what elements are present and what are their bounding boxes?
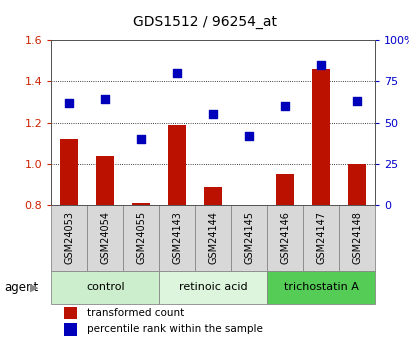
Bar bbox=[240, 206, 258, 207]
Bar bbox=[159, 271, 267, 304]
Text: control: control bbox=[86, 282, 124, 292]
Text: GSM24148: GSM24148 bbox=[351, 211, 361, 264]
Text: ▶: ▶ bbox=[29, 282, 38, 292]
Bar bbox=[87, 206, 123, 271]
Text: transformed count: transformed count bbox=[87, 308, 184, 318]
Text: GSM24147: GSM24147 bbox=[315, 211, 326, 264]
Point bbox=[209, 111, 216, 117]
Text: trichostatin A: trichostatin A bbox=[283, 282, 358, 292]
Bar bbox=[51, 271, 159, 304]
Bar bbox=[204, 187, 222, 206]
Bar bbox=[267, 271, 374, 304]
Bar bbox=[51, 206, 87, 271]
Point bbox=[245, 133, 252, 139]
Bar bbox=[276, 174, 294, 206]
Text: GDS1512 / 96254_at: GDS1512 / 96254_at bbox=[133, 15, 276, 29]
Text: GSM24055: GSM24055 bbox=[136, 211, 146, 264]
Text: GSM24145: GSM24145 bbox=[244, 211, 254, 264]
Bar bbox=[159, 206, 195, 271]
Bar bbox=[302, 206, 338, 271]
Text: GSM24143: GSM24143 bbox=[172, 211, 182, 264]
Bar bbox=[231, 206, 267, 271]
Text: percentile rank within the sample: percentile rank within the sample bbox=[87, 324, 262, 334]
Point bbox=[102, 97, 108, 102]
Bar bbox=[123, 206, 159, 271]
Bar bbox=[96, 156, 114, 206]
Point bbox=[353, 98, 360, 104]
Text: GSM24053: GSM24053 bbox=[64, 211, 74, 264]
Bar bbox=[338, 206, 374, 271]
Text: GSM24054: GSM24054 bbox=[100, 211, 110, 264]
Bar bbox=[60, 139, 78, 206]
Bar bbox=[195, 206, 231, 271]
Bar bbox=[64, 307, 77, 319]
Text: retinoic acid: retinoic acid bbox=[178, 282, 247, 292]
Point bbox=[137, 136, 144, 142]
Text: agent: agent bbox=[4, 281, 38, 294]
Point bbox=[317, 62, 324, 67]
Bar bbox=[347, 164, 365, 206]
Bar bbox=[267, 206, 302, 271]
Point bbox=[173, 70, 180, 76]
Bar bbox=[132, 204, 150, 206]
Text: GSM24144: GSM24144 bbox=[208, 211, 218, 264]
Text: GSM24146: GSM24146 bbox=[279, 211, 290, 264]
Bar bbox=[168, 125, 186, 206]
Bar bbox=[311, 69, 329, 206]
Point bbox=[66, 100, 72, 106]
Point bbox=[281, 103, 288, 109]
Bar bbox=[64, 323, 77, 336]
